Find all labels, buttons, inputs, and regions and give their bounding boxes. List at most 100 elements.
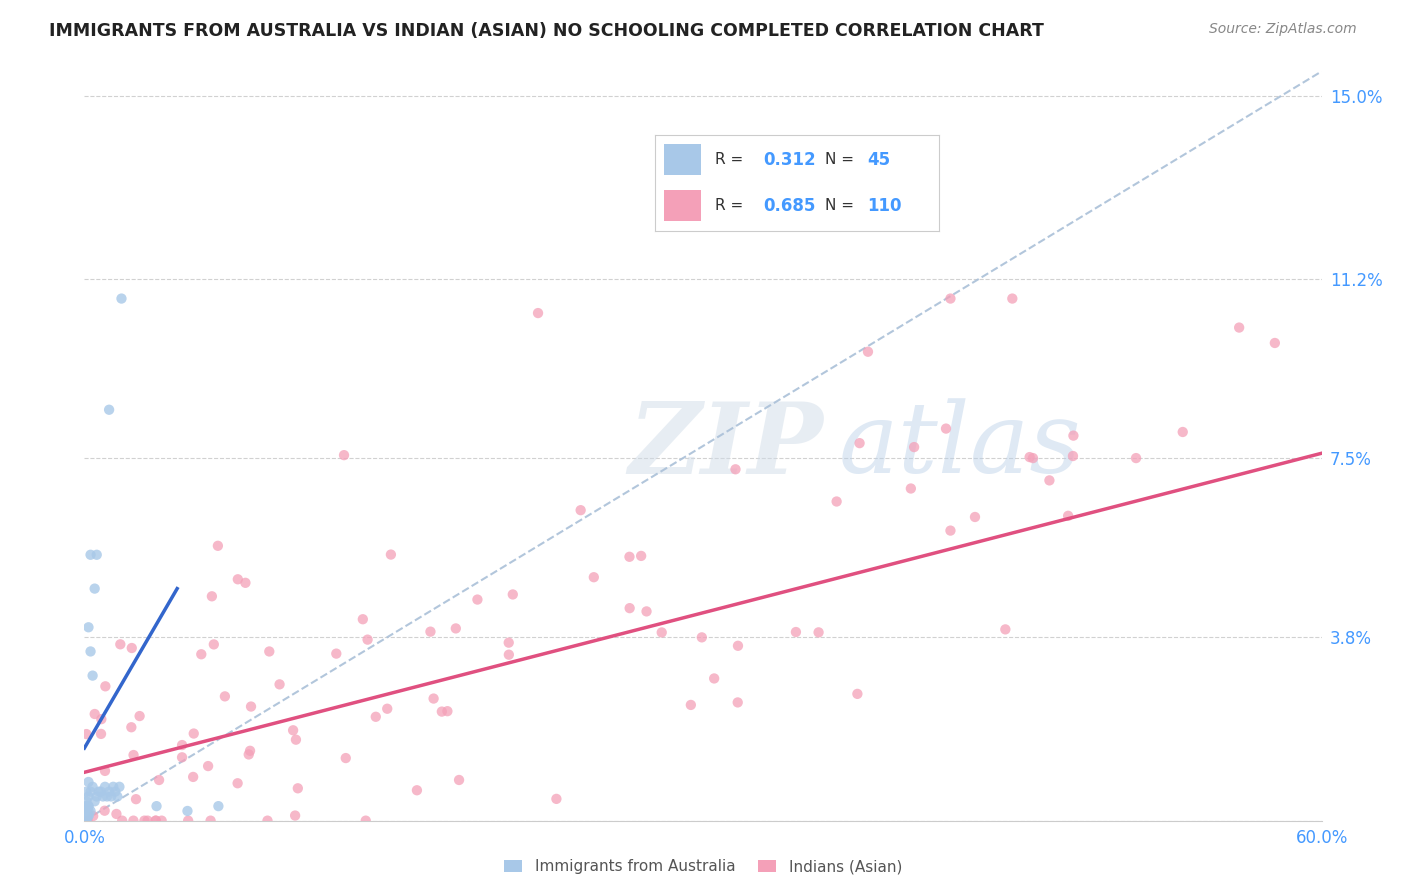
Point	[87, 784, 110, 798]
Point	[281, 723, 304, 738]
Text: 45: 45	[868, 151, 891, 169]
Point	[900, 482, 922, 496]
Point	[419, 624, 441, 639]
Text: N =: N =	[825, 152, 855, 167]
Point	[498, 648, 520, 662]
Point	[177, 814, 200, 828]
Point	[75, 794, 97, 808]
Point	[75, 814, 97, 828]
Point	[1062, 449, 1084, 463]
Point	[498, 635, 520, 649]
Point	[287, 781, 309, 796]
Point	[436, 704, 458, 718]
Point	[75, 804, 97, 818]
Point	[240, 699, 263, 714]
Point	[77, 799, 100, 814]
Point	[122, 747, 145, 762]
Point	[75, 804, 97, 818]
Point	[79, 548, 101, 562]
Point	[235, 575, 257, 590]
Point	[356, 632, 378, 647]
Point	[77, 620, 100, 634]
Point	[467, 592, 489, 607]
Point	[94, 679, 117, 693]
Point	[1022, 451, 1045, 466]
Point	[785, 625, 807, 640]
Point	[226, 572, 249, 586]
Point	[335, 751, 357, 765]
Point	[110, 637, 132, 651]
Point	[75, 809, 97, 823]
Point	[679, 698, 702, 712]
Point	[94, 764, 117, 778]
Point	[703, 672, 725, 686]
Point	[181, 770, 204, 784]
Point	[93, 804, 115, 818]
Point	[121, 640, 143, 655]
Point	[582, 570, 605, 584]
Point	[82, 780, 104, 794]
Point	[1125, 451, 1147, 466]
Point	[815, 146, 838, 161]
Text: N =: N =	[825, 198, 855, 213]
Point	[82, 809, 104, 823]
Point	[197, 759, 219, 773]
Point	[1057, 508, 1080, 523]
Point	[846, 687, 869, 701]
Point	[108, 780, 131, 794]
Point	[86, 548, 108, 562]
Point	[77, 809, 100, 823]
Point	[75, 799, 97, 814]
Point	[284, 808, 307, 822]
Point	[825, 494, 848, 508]
Point	[77, 809, 100, 823]
Point	[406, 783, 429, 797]
Point	[1038, 474, 1060, 488]
Point	[1018, 450, 1040, 464]
Point	[83, 706, 105, 721]
Point	[430, 705, 453, 719]
Point	[238, 747, 260, 762]
Point	[963, 510, 986, 524]
Point	[284, 732, 307, 747]
Point	[1171, 425, 1194, 439]
Point	[422, 691, 444, 706]
Point	[364, 710, 387, 724]
Point	[200, 814, 222, 828]
Point	[352, 612, 374, 626]
Bar	[664, 190, 700, 221]
Point	[86, 789, 108, 804]
Point	[128, 709, 150, 723]
Point	[848, 436, 870, 450]
Point	[935, 421, 957, 435]
Text: IMMIGRANTS FROM AUSTRALIA VS INDIAN (ASIAN) NO SCHOOLING COMPLETED CORRELATION C: IMMIGRANTS FROM AUSTRALIA VS INDIAN (ASI…	[49, 22, 1045, 40]
Point	[145, 799, 167, 814]
Point	[75, 727, 97, 741]
Point	[122, 814, 145, 828]
Point	[444, 622, 467, 636]
Point	[77, 799, 100, 814]
Point	[636, 604, 658, 618]
Point	[939, 524, 962, 538]
Text: R =: R =	[714, 152, 742, 167]
Point	[202, 637, 225, 651]
Point	[546, 792, 568, 806]
Point	[619, 601, 641, 615]
Point	[77, 789, 100, 804]
Point	[75, 799, 97, 814]
Point	[170, 750, 193, 764]
Point	[76, 814, 98, 828]
Point	[90, 784, 112, 798]
Bar	[664, 145, 700, 175]
Point	[651, 625, 673, 640]
Point	[325, 647, 347, 661]
Point	[447, 772, 470, 787]
Point	[226, 776, 249, 790]
Point	[98, 402, 121, 417]
Point	[105, 807, 128, 822]
Legend: Immigrants from Australia, Indians (Asian): Immigrants from Australia, Indians (Asia…	[498, 854, 908, 880]
Point	[125, 792, 148, 806]
Point	[1062, 428, 1084, 442]
Point	[91, 789, 114, 804]
Point	[79, 784, 101, 798]
